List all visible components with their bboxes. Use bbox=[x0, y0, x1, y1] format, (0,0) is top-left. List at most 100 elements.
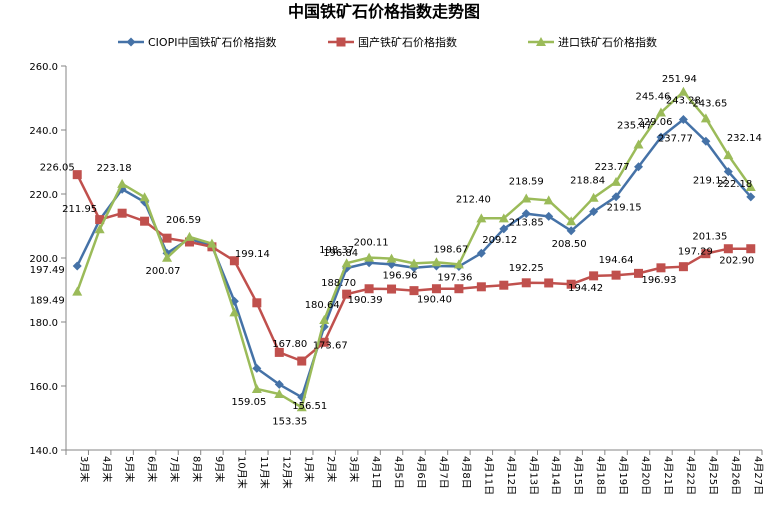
data-label: 180.64 bbox=[305, 300, 340, 311]
data-point bbox=[409, 286, 419, 296]
data-label: 201.35 bbox=[692, 232, 727, 243]
data-point bbox=[521, 278, 531, 288]
data-point bbox=[656, 132, 666, 142]
data-label: 196.96 bbox=[383, 271, 418, 282]
y-tick-label: 200.0 bbox=[29, 254, 58, 265]
data-labels: 197.49 226.05 189.49 211.95 223.18 200.07 206.… bbox=[30, 74, 762, 427]
data-point bbox=[140, 216, 150, 226]
data-point bbox=[589, 271, 599, 281]
x-tick-label: 4月8日 bbox=[460, 456, 472, 489]
legend-label: 国产铁矿石价格指数 bbox=[358, 35, 457, 49]
legend-entry: 国产铁矿石价格指数 bbox=[328, 35, 457, 49]
data-point bbox=[746, 244, 756, 254]
data-point bbox=[700, 113, 711, 123]
data-label: 251.94 bbox=[662, 74, 697, 85]
data-point bbox=[336, 37, 346, 47]
data-label: 189.49 bbox=[30, 296, 65, 307]
data-point bbox=[543, 195, 554, 205]
data-label: 192.25 bbox=[509, 263, 544, 274]
data-label: 211.95 bbox=[62, 204, 97, 215]
data-label: 198.37 bbox=[319, 245, 354, 256]
data-point bbox=[723, 150, 734, 160]
data-point bbox=[521, 193, 532, 203]
x-tick-label: 4月1日 bbox=[370, 456, 382, 489]
data-point bbox=[611, 270, 621, 280]
data-point bbox=[476, 213, 487, 223]
data-point bbox=[544, 278, 554, 288]
data-point bbox=[678, 86, 689, 96]
data-label: 223.77 bbox=[595, 162, 630, 173]
x-tick-label: 12月末 bbox=[280, 456, 293, 489]
data-label: 219.12 bbox=[693, 176, 728, 187]
data-point bbox=[723, 167, 733, 177]
data-label: 226.05 bbox=[40, 163, 75, 174]
legend: CIOPI中国铁矿石价格指数 国产铁矿石价格指数 进口铁矿石价格指数 bbox=[118, 35, 657, 49]
data-label: 196.93 bbox=[641, 275, 676, 286]
data-label: 218.59 bbox=[509, 177, 544, 188]
x-tick-label: 4月7日 bbox=[437, 456, 449, 489]
x-tick-label: 8月末 bbox=[190, 456, 203, 482]
data-point bbox=[634, 268, 644, 278]
data-point bbox=[588, 192, 599, 202]
data-label: 194.42 bbox=[568, 283, 603, 294]
series-3 bbox=[72, 86, 756, 412]
y-tick-label: 240.0 bbox=[29, 126, 58, 137]
data-label: 213.85 bbox=[509, 218, 544, 229]
y-tick-label: 220.0 bbox=[29, 190, 58, 201]
data-point bbox=[431, 284, 441, 294]
x-tick-label: 1月末 bbox=[303, 456, 316, 482]
data-point bbox=[184, 237, 194, 247]
x-tick-label: 6月末 bbox=[146, 456, 159, 482]
data-point bbox=[296, 402, 307, 412]
data-point bbox=[319, 337, 329, 347]
data-label: 208.50 bbox=[552, 239, 587, 250]
data-point bbox=[206, 238, 217, 248]
legend-label: 进口铁矿石价格指数 bbox=[558, 35, 657, 49]
data-point bbox=[499, 224, 509, 234]
data-point bbox=[184, 231, 195, 241]
data-label: 223.18 bbox=[97, 163, 132, 174]
data-point bbox=[701, 249, 711, 259]
x-tick-label: 4月15日 bbox=[572, 456, 584, 495]
data-label: 167.80 bbox=[272, 339, 307, 350]
data-point bbox=[72, 261, 82, 271]
data-label: 218.84 bbox=[570, 176, 605, 187]
legend-entry: 进口铁矿石价格指数 bbox=[528, 35, 657, 49]
y-tick-label: 140.0 bbox=[29, 446, 58, 457]
data-point bbox=[162, 252, 173, 262]
data-point bbox=[364, 284, 374, 294]
data-label: 235.47 bbox=[617, 120, 652, 131]
series-2 bbox=[72, 170, 756, 366]
data-point bbox=[364, 252, 375, 262]
data-point bbox=[453, 259, 464, 269]
data-point bbox=[252, 298, 262, 308]
data-label: 209.12 bbox=[482, 235, 517, 246]
data-label: 198.67 bbox=[433, 244, 468, 255]
data-point bbox=[94, 224, 105, 234]
data-point bbox=[611, 176, 622, 186]
x-tick-label: 4月22日 bbox=[684, 456, 696, 495]
x-tick-label: 4月21日 bbox=[662, 456, 674, 495]
data-point bbox=[521, 209, 531, 219]
x-tick-label: 5月末 bbox=[123, 456, 136, 482]
data-point bbox=[723, 244, 733, 254]
data-point bbox=[498, 213, 509, 223]
x-tick-label: 4月12日 bbox=[505, 456, 517, 495]
data-point bbox=[251, 384, 262, 394]
data-point bbox=[95, 215, 105, 225]
x-tick-label: 4月27日 bbox=[752, 456, 764, 495]
data-point bbox=[431, 257, 442, 267]
series-layer bbox=[72, 86, 756, 412]
data-label: 219.15 bbox=[607, 203, 642, 214]
data-label: 206.59 bbox=[166, 215, 201, 226]
data-point bbox=[252, 363, 262, 373]
data-point bbox=[476, 248, 486, 258]
y-tick-label: 260.0 bbox=[29, 62, 58, 73]
data-label: 245.46 bbox=[635, 92, 670, 103]
series-line bbox=[76, 89, 752, 410]
data-label: 200.11 bbox=[354, 238, 389, 249]
data-label: 202.90 bbox=[719, 256, 754, 267]
data-point bbox=[274, 347, 284, 357]
